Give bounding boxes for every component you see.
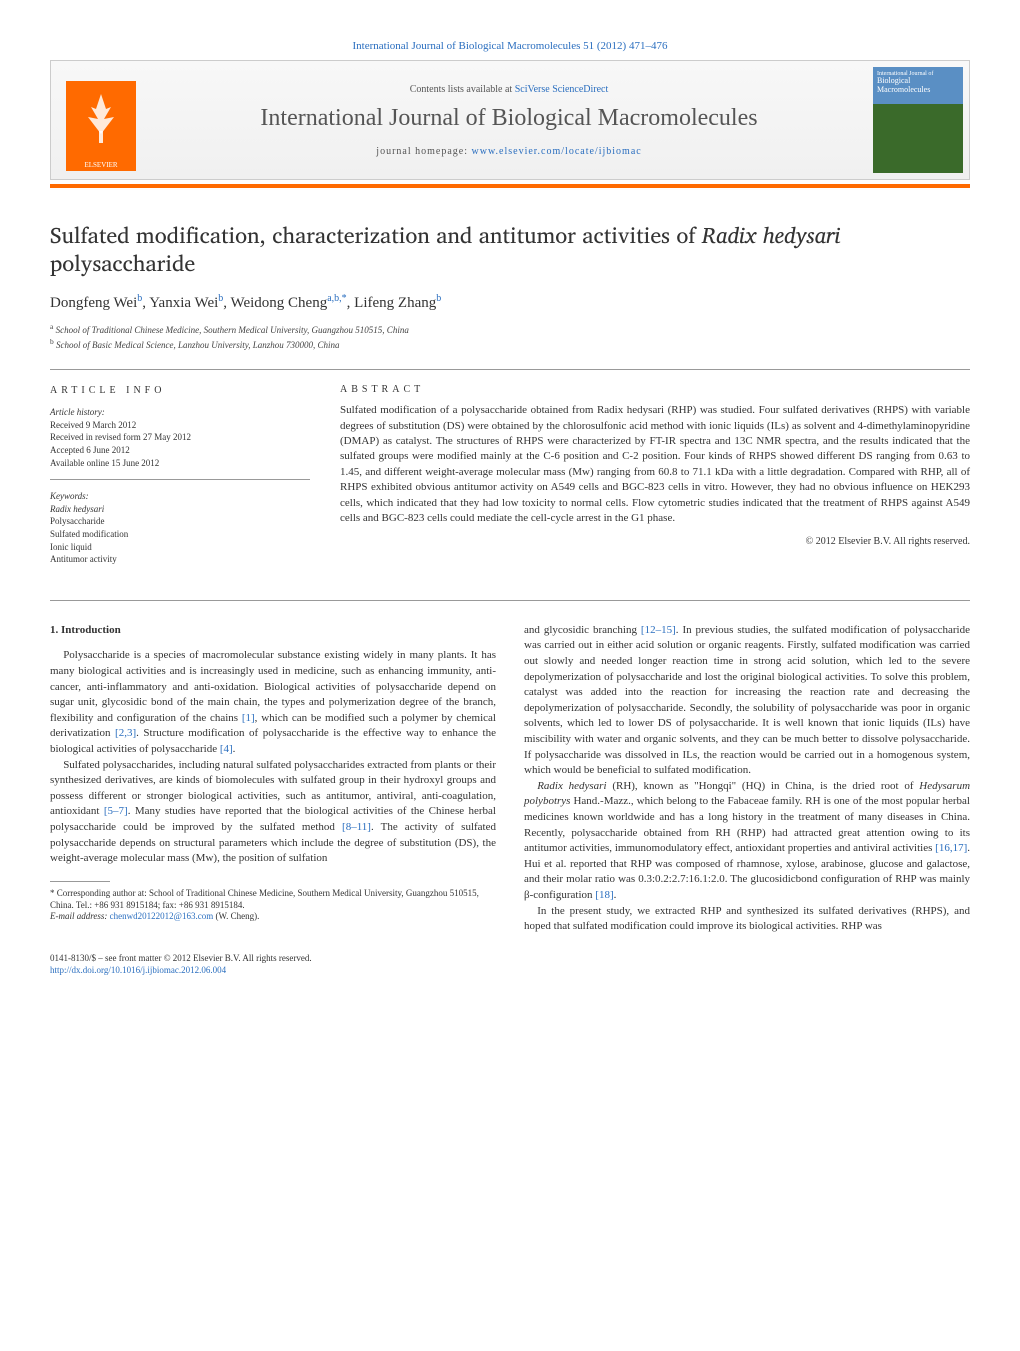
corresponding-email-link[interactable]: chenwd20122012@163.com bbox=[110, 911, 214, 921]
history-line: Received in revised form 27 May 2012 bbox=[50, 431, 310, 444]
intro-para-2: Sulfated polysaccharides, including natu… bbox=[50, 758, 496, 867]
abstract-heading: ABSTRACT bbox=[340, 384, 970, 395]
abstract-text: Sulfated modification of a polysaccharid… bbox=[340, 403, 970, 526]
affiliation-line: a School of Traditional Chinese Medicine… bbox=[50, 322, 970, 337]
corresponding-author-footnote: * Corresponding author at: School of Tra… bbox=[50, 888, 496, 911]
journal-homepage-line: journal homepage: www.elsevier.com/locat… bbox=[376, 146, 641, 157]
keyword: Polysaccharide bbox=[50, 515, 310, 528]
journal-homepage-link[interactable]: www.elsevier.com/locate/ijbiomac bbox=[472, 146, 642, 157]
orange-divider bbox=[50, 184, 970, 188]
author-affil-sup[interactable]: b bbox=[137, 293, 142, 304]
ref-18[interactable]: [18] bbox=[595, 889, 613, 901]
history-line: Accepted 6 June 2012 bbox=[50, 444, 310, 457]
authors-line: Dongfeng Weib, Yanxia Weib, Weidong Chen… bbox=[50, 293, 970, 312]
intro-para-1: Polysaccharide is a species of macromole… bbox=[50, 648, 496, 757]
article-info-heading: ARTICLE INFO bbox=[50, 384, 310, 398]
author: Lifeng Zhangb bbox=[354, 295, 441, 311]
publisher-label: ELSEVIER bbox=[84, 161, 117, 169]
ref-4[interactable]: [4] bbox=[220, 743, 233, 755]
elsevier-tree-icon: ELSEVIER bbox=[66, 81, 136, 171]
ref-1[interactable]: [1] bbox=[242, 712, 255, 724]
author-affil-sup[interactable]: b bbox=[218, 293, 223, 304]
ref-2-3[interactable]: [2,3] bbox=[115, 727, 136, 739]
keyword: Ionic liquid bbox=[50, 541, 310, 554]
ref-12-15[interactable]: [12–15] bbox=[641, 624, 676, 636]
history-line: Received 9 March 2012 bbox=[50, 419, 310, 432]
author-affil-sup[interactable]: b bbox=[436, 293, 441, 304]
footnote-rule bbox=[50, 881, 110, 882]
author: Dongfeng Weib bbox=[50, 295, 142, 311]
journal-banner: ELSEVIER Contents lists available at Sci… bbox=[50, 60, 970, 180]
intro-para-3: and glycosidic branching [12–15]. In pre… bbox=[524, 623, 970, 779]
citation-header: International Journal of Biological Macr… bbox=[50, 40, 970, 52]
intro-para-5: In the present study, we extracted RHP a… bbox=[524, 904, 970, 935]
front-matter-line: 0141-8130/$ – see front matter © 2012 El… bbox=[50, 953, 970, 965]
affiliations: a School of Traditional Chinese Medicine… bbox=[50, 322, 970, 351]
abstract-column: ABSTRACT Sulfated modification of a poly… bbox=[340, 384, 970, 586]
abstract-copyright: © 2012 Elsevier B.V. All rights reserved… bbox=[340, 536, 970, 547]
publisher-logo: ELSEVIER bbox=[51, 61, 151, 179]
ref-8-11[interactable]: [8–11] bbox=[342, 821, 371, 833]
page-footer: 0141-8130/$ – see front matter © 2012 El… bbox=[50, 953, 970, 976]
doi-link[interactable]: http://dx.doi.org/10.1016/j.ijbiomac.201… bbox=[50, 965, 226, 975]
keyword: Antitumor activity bbox=[50, 553, 310, 566]
keyword: Sulfated modification bbox=[50, 528, 310, 541]
sciencedirect-link[interactable]: SciVerse ScienceDirect bbox=[515, 84, 609, 95]
journal-cover-thumb: International Journal of Biological Macr… bbox=[873, 67, 963, 173]
intro-heading: 1. Introduction bbox=[50, 623, 496, 639]
affiliation-line: b School of Basic Medical Science, Lanzh… bbox=[50, 337, 970, 352]
author-affil-sup[interactable]: a,b,* bbox=[327, 293, 346, 304]
article-info-column: ARTICLE INFO Article history: Received 9… bbox=[50, 384, 310, 586]
keyword: Radix hedysari bbox=[50, 503, 310, 516]
article-title: Sulfated modification, characterization … bbox=[50, 222, 970, 277]
author: Yanxia Weib bbox=[149, 295, 223, 311]
author: Weidong Chenga,b,* bbox=[231, 295, 347, 311]
history-line: Available online 15 June 2012 bbox=[50, 457, 310, 470]
contents-available-line: Contents lists available at SciVerse Sci… bbox=[410, 84, 609, 95]
ref-16-17[interactable]: [16,17] bbox=[935, 842, 967, 854]
ref-5-7[interactable]: [5–7] bbox=[104, 805, 128, 817]
body-columns: 1. Introduction Polysaccharide is a spec… bbox=[50, 623, 970, 935]
journal-name: International Journal of Biological Macr… bbox=[260, 105, 757, 132]
article-history-label: Article history: bbox=[50, 406, 310, 419]
keywords-label: Keywords: bbox=[50, 490, 310, 503]
intro-para-4: Radix hedysari (RH), known as "Hongqi" (… bbox=[524, 779, 970, 904]
corresponding-email-line: E-mail address: chenwd20122012@163.com (… bbox=[50, 911, 496, 923]
